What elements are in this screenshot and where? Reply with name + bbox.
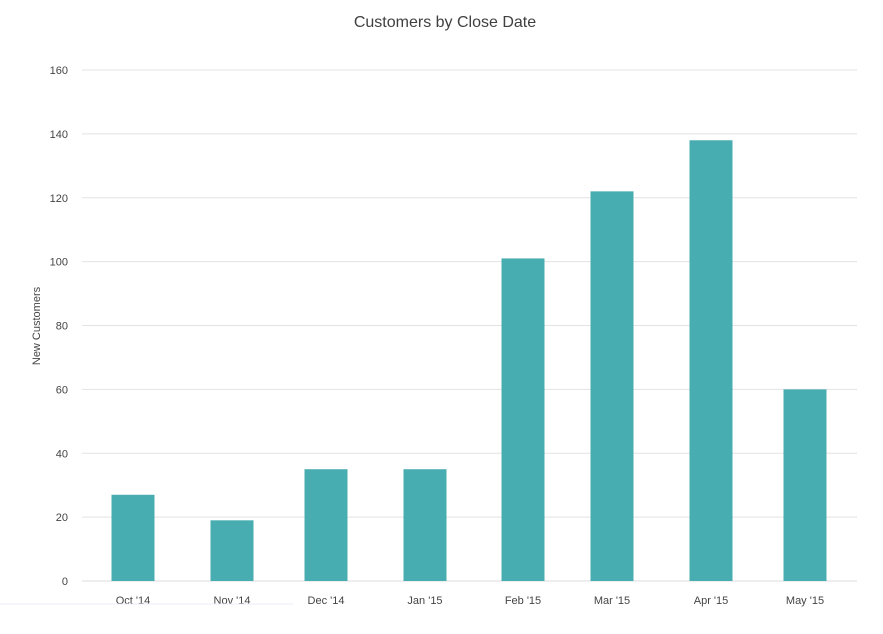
bar[interactable] [689,140,733,581]
y-tick-label: 100 [50,257,68,269]
y-tick-label: 20 [56,512,68,524]
bar[interactable] [783,389,827,581]
bar[interactable] [304,469,348,581]
y-tick-label: 120 [50,193,68,205]
bar[interactable] [403,469,447,581]
x-tick-label: Jan '15 [407,595,442,607]
bar[interactable] [501,258,545,581]
x-tick-label: Mar '15 [594,595,630,607]
y-axis-label: New Customers [31,286,43,365]
y-tick-label: 40 [56,448,68,460]
bar[interactable] [590,191,634,582]
y-tick-label: 0 [62,576,68,588]
bar[interactable] [111,494,155,581]
x-tick-label: Apr '15 [694,595,729,607]
x-tick-label: Dec '14 [308,595,345,607]
bars [111,140,827,582]
x-tick-label: Feb '15 [505,595,541,607]
x-tick-label: Oct '14 [116,595,151,607]
y-tick-label: 80 [56,321,68,333]
grid-lines [82,69,857,582]
x-tick-label: May '15 [786,595,824,607]
y-tick-label: 60 [56,384,68,396]
y-tick-label: 160 [50,65,68,77]
x-axis-ticks: Oct '14 Nov '14 Dec '14 Jan '15 Feb '15 Mar '… [116,595,824,607]
x-tick-label: Nov '14 [214,595,251,607]
chart-title: Customers by Close Date [354,14,536,31]
y-axis-ticks: 0 20 40 60 80 100 120 140 160 [50,65,68,588]
y-tick-label: 140 [50,129,68,141]
bar[interactable] [210,520,254,581]
